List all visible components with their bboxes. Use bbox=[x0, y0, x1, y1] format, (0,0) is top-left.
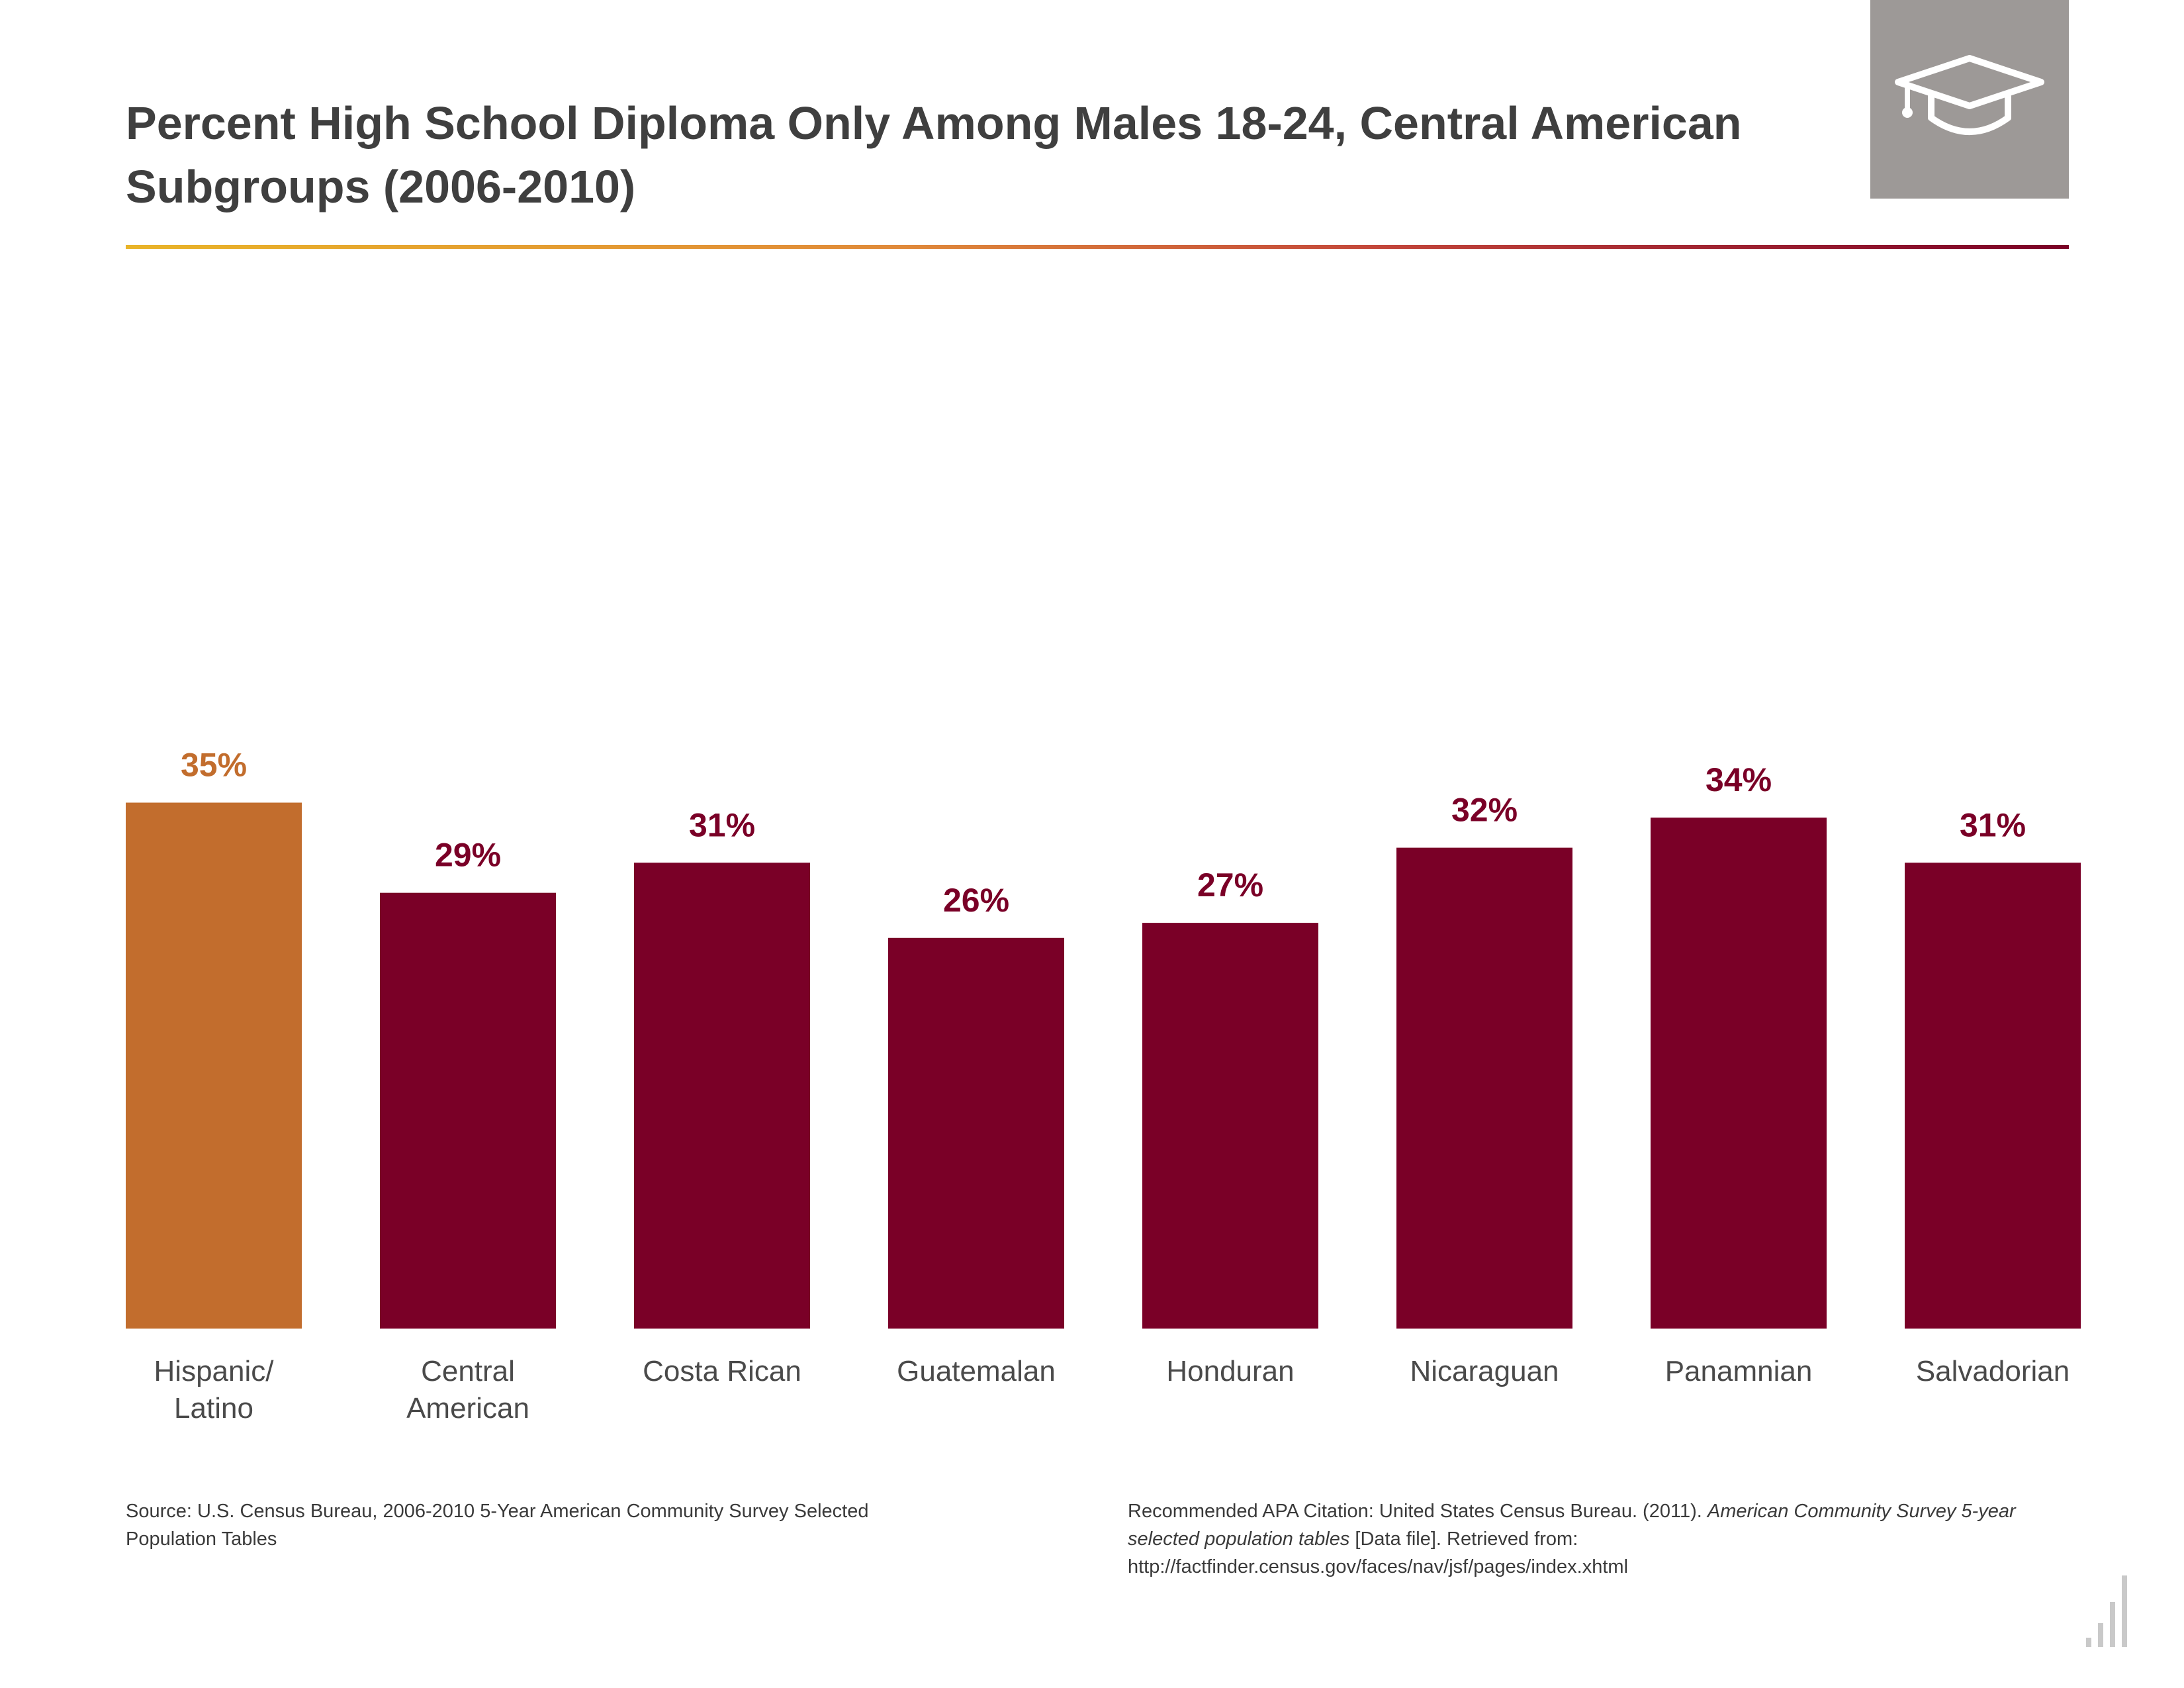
chart-title: Percent High School Diploma Only Among M… bbox=[126, 97, 1742, 212]
bar bbox=[126, 802, 302, 1329]
category-label: Honduran bbox=[1166, 1355, 1294, 1387]
data-label: 31% bbox=[689, 806, 755, 843]
title-divider bbox=[126, 245, 2069, 249]
category-label: Central bbox=[421, 1355, 515, 1387]
bar bbox=[634, 863, 810, 1329]
data-label: 26% bbox=[943, 882, 1009, 919]
graduation-cap-icon bbox=[1895, 55, 2044, 135]
bar bbox=[1651, 818, 1827, 1329]
data-label: 32% bbox=[1451, 792, 1518, 829]
bar bbox=[1396, 847, 1572, 1329]
category-label: Panamnian bbox=[1665, 1355, 1813, 1387]
source-note: Source: U.S. Census Bureau, 2006-2010 5-… bbox=[126, 1501, 869, 1550]
category-label: Costa Rican bbox=[643, 1355, 801, 1387]
bar bbox=[380, 892, 556, 1329]
category-label: Salvadorian bbox=[1916, 1355, 2070, 1387]
data-label: 34% bbox=[1706, 761, 1772, 798]
citation-suffix: [Data file]. Retrieved from: http://fact… bbox=[1128, 1528, 1629, 1577]
category-label: Hispanic/ bbox=[154, 1355, 275, 1387]
bar bbox=[1142, 923, 1318, 1329]
bar-graph-logo-icon bbox=[2086, 1575, 2127, 1647]
bar bbox=[888, 937, 1064, 1329]
bar bbox=[1905, 863, 2081, 1329]
data-label: 35% bbox=[181, 747, 247, 784]
citation-title: American Community Survey 5-year selecte… bbox=[1128, 1501, 2016, 1550]
data-label: 29% bbox=[435, 837, 501, 874]
category-label: Guatemalan bbox=[897, 1355, 1056, 1387]
category-label: Nicaraguan bbox=[1410, 1355, 1559, 1387]
header-icon-box bbox=[1870, 0, 2069, 199]
data-label: 31% bbox=[1960, 806, 2026, 843]
citation-prefix: Recommended APA Citation: United States … bbox=[1128, 1501, 1707, 1522]
category-label: Latino bbox=[174, 1392, 253, 1425]
citation-note: Recommended APA Citation: United States … bbox=[1128, 1497, 2068, 1581]
category-label: American bbox=[406, 1392, 529, 1425]
data-label: 27% bbox=[1197, 867, 1263, 904]
